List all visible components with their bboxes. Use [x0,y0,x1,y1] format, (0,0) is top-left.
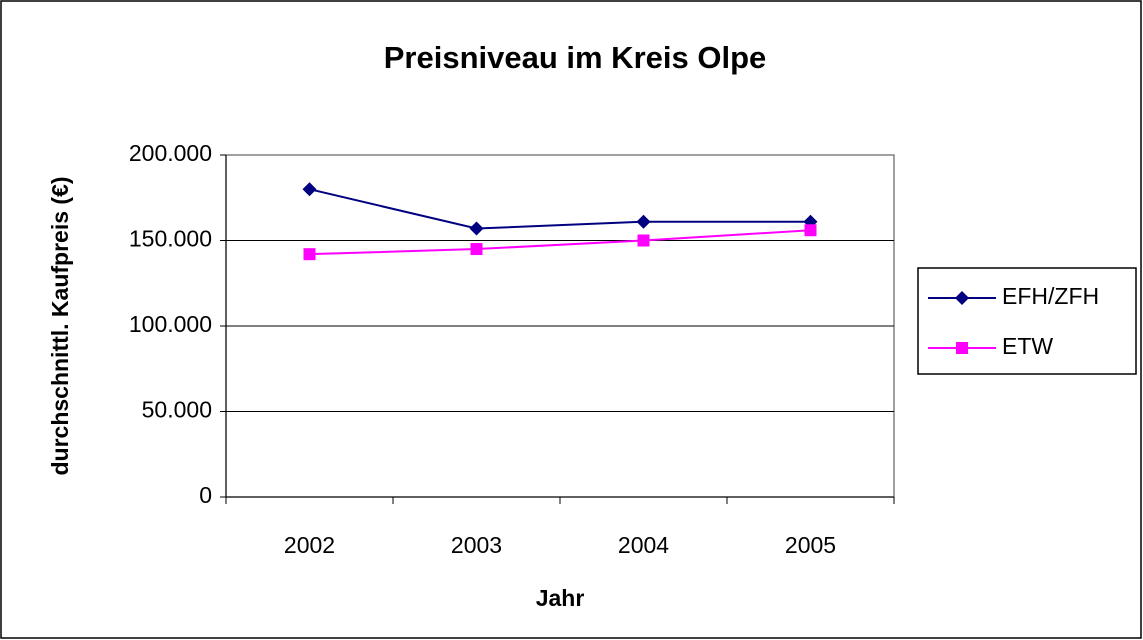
series-line [309,229,811,256]
series-line [309,188,811,230]
marker [636,214,651,229]
legend [917,267,1137,375]
marker [956,342,968,354]
marker [469,221,484,236]
chart-title: Preisniveau im Kreis Olpe [384,40,767,75]
marker [303,248,316,261]
legend-label: EFH/ZFH [1002,283,1099,309]
y-tick-label: 150.000 [129,226,212,252]
x-tick-label: 2005 [785,532,836,558]
marker [637,234,650,247]
y-tick-label: 0 [199,482,212,508]
marker [470,243,483,256]
y-tick-label: 200.000 [129,140,212,166]
y-tick-label: 100.000 [129,311,212,337]
marker [302,182,317,197]
x-tick-label: 2003 [451,532,502,558]
legend-label: ETW [1002,333,1053,359]
x-tick-label: 2004 [618,532,669,558]
marker [804,224,817,237]
marker [955,291,969,305]
y-tick-label: 50.000 [142,397,212,423]
x-tick-label: 2002 [284,532,335,558]
y-axis-label: durchschnittl. Kaufpreis (€) [47,176,73,475]
x-axis-label: Jahr [536,585,585,611]
